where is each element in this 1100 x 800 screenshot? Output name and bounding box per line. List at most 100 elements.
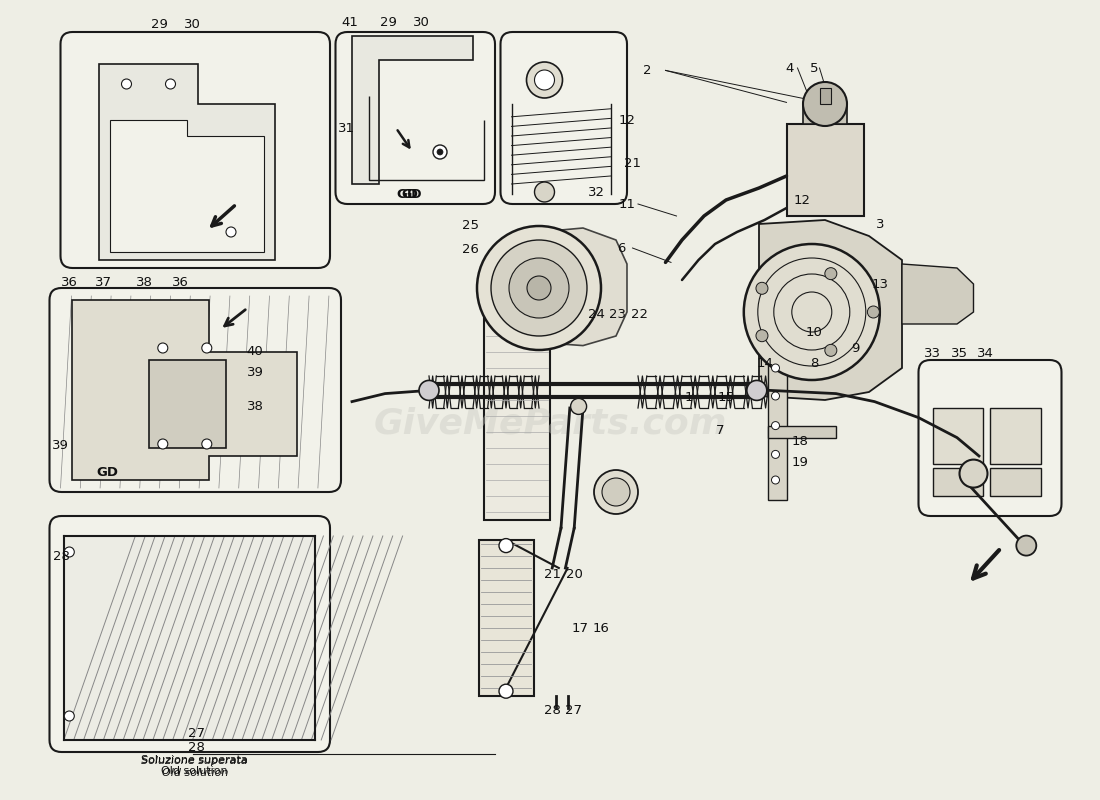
Text: 36: 36 xyxy=(60,276,78,289)
Text: GD: GD xyxy=(402,188,421,201)
Text: 38: 38 xyxy=(135,276,153,289)
Bar xyxy=(990,408,1041,464)
Circle shape xyxy=(201,439,212,449)
Text: 36: 36 xyxy=(172,276,189,289)
Text: 39: 39 xyxy=(52,439,69,452)
Circle shape xyxy=(803,82,847,126)
FancyBboxPatch shape xyxy=(918,360,1062,516)
Text: 33: 33 xyxy=(924,347,942,360)
Text: 12: 12 xyxy=(793,194,811,206)
Text: Soluzione superata: Soluzione superata xyxy=(141,755,249,765)
Text: 3: 3 xyxy=(876,218,884,230)
Text: 11: 11 xyxy=(618,198,636,210)
Text: 16: 16 xyxy=(592,622,609,634)
Polygon shape xyxy=(539,228,627,346)
Circle shape xyxy=(825,344,837,356)
Text: 21: 21 xyxy=(543,568,561,581)
Circle shape xyxy=(527,276,551,300)
FancyBboxPatch shape xyxy=(50,516,330,752)
Circle shape xyxy=(602,478,630,506)
Circle shape xyxy=(165,79,176,89)
Text: 39: 39 xyxy=(246,366,264,378)
Text: GiveMeParts.com: GiveMeParts.com xyxy=(373,407,727,441)
Circle shape xyxy=(771,364,780,372)
Text: 28: 28 xyxy=(53,550,70,562)
Bar xyxy=(803,104,847,124)
Bar xyxy=(64,536,315,740)
Circle shape xyxy=(756,282,768,294)
Polygon shape xyxy=(768,426,836,438)
Bar xyxy=(786,124,864,216)
Circle shape xyxy=(535,182,554,202)
Text: 12: 12 xyxy=(618,114,636,126)
Circle shape xyxy=(825,268,837,280)
Text: 38: 38 xyxy=(246,400,264,413)
Circle shape xyxy=(499,538,513,553)
Circle shape xyxy=(64,547,75,557)
Text: 30: 30 xyxy=(412,16,430,29)
Bar xyxy=(990,468,1041,496)
Text: 28: 28 xyxy=(188,741,206,754)
Circle shape xyxy=(527,62,562,98)
Text: 17: 17 xyxy=(571,622,588,634)
Text: 31: 31 xyxy=(338,122,355,134)
Text: 23: 23 xyxy=(608,308,626,321)
Circle shape xyxy=(535,70,554,90)
Text: 29: 29 xyxy=(151,18,168,30)
Circle shape xyxy=(744,244,880,380)
Circle shape xyxy=(157,343,168,353)
Text: 13: 13 xyxy=(871,278,889,290)
Polygon shape xyxy=(72,300,297,480)
Polygon shape xyxy=(352,36,473,184)
Text: GD: GD xyxy=(97,466,119,478)
Text: 2: 2 xyxy=(642,64,651,77)
Bar xyxy=(933,408,983,464)
Circle shape xyxy=(771,476,780,484)
Text: Old solution: Old solution xyxy=(162,768,228,778)
Text: 27: 27 xyxy=(564,704,582,717)
Circle shape xyxy=(419,380,439,400)
Circle shape xyxy=(959,459,988,488)
Circle shape xyxy=(868,306,879,318)
Circle shape xyxy=(747,380,767,400)
Circle shape xyxy=(226,227,236,237)
Text: GD: GD xyxy=(396,188,418,201)
Circle shape xyxy=(771,450,780,458)
Polygon shape xyxy=(110,120,264,252)
FancyBboxPatch shape xyxy=(50,288,341,492)
Text: 24: 24 xyxy=(587,308,605,321)
Text: 22: 22 xyxy=(630,308,648,321)
Text: 19: 19 xyxy=(791,456,808,469)
Text: 20: 20 xyxy=(565,568,583,581)
Text: Soluzione superata: Soluzione superata xyxy=(142,756,248,766)
Text: 6: 6 xyxy=(617,242,626,254)
Circle shape xyxy=(771,392,780,400)
Text: 41: 41 xyxy=(341,16,359,29)
Text: 7: 7 xyxy=(716,424,725,437)
Text: 40: 40 xyxy=(246,346,264,358)
Circle shape xyxy=(64,711,75,721)
Text: 34: 34 xyxy=(977,347,994,360)
Circle shape xyxy=(437,149,443,155)
Bar xyxy=(484,288,550,520)
Text: 5: 5 xyxy=(810,62,818,74)
Text: 15: 15 xyxy=(717,391,735,404)
Circle shape xyxy=(771,422,780,430)
Circle shape xyxy=(433,145,447,159)
Text: 18: 18 xyxy=(791,435,808,448)
Circle shape xyxy=(121,79,132,89)
Circle shape xyxy=(499,684,513,698)
Circle shape xyxy=(594,470,638,514)
Text: 35: 35 xyxy=(950,347,968,360)
Text: 27: 27 xyxy=(188,727,206,740)
Polygon shape xyxy=(759,220,902,400)
Text: 25: 25 xyxy=(462,219,480,232)
Text: 37: 37 xyxy=(95,276,112,289)
Polygon shape xyxy=(99,64,275,260)
Text: 10: 10 xyxy=(805,326,823,338)
Text: 21: 21 xyxy=(624,157,641,170)
Text: 8: 8 xyxy=(810,358,818,370)
FancyBboxPatch shape xyxy=(60,32,330,268)
FancyBboxPatch shape xyxy=(336,32,495,204)
Text: 29: 29 xyxy=(379,16,397,29)
